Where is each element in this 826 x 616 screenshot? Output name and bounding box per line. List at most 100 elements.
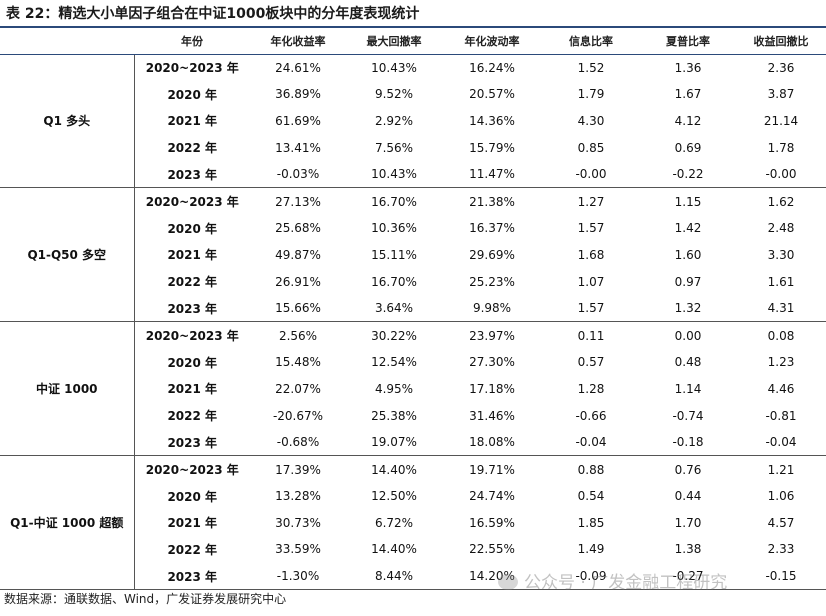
value-cell: 1.79 xyxy=(577,87,605,102)
header-cell: 年份 xyxy=(134,28,250,55)
value-cell: -0.74 xyxy=(672,408,704,423)
year-cell: 2023 年 xyxy=(134,294,250,323)
value-cell: 0.11 xyxy=(577,328,605,343)
table-row: 2021 年 22.07% 4.95% 17.18% 1.28 1.14 4.46 xyxy=(0,376,826,403)
value-cell: 61.69% xyxy=(275,113,321,128)
value-cell: 14.40% xyxy=(371,462,417,477)
value-cell: 11.47% xyxy=(442,160,542,189)
value-cell: 1.57 xyxy=(577,221,605,236)
value-cell: 1.68 xyxy=(577,247,605,262)
source-note: 数据来源：通联数据、Wind，广发证券发展研究中心 xyxy=(4,592,287,606)
value-cell: 1.52 xyxy=(577,60,605,75)
value-cell: 13.28% xyxy=(275,489,321,504)
value-cell: 4.30 xyxy=(577,113,605,128)
year-cell: 2021 年 xyxy=(167,516,218,531)
year-cell: 2023 年 xyxy=(134,562,250,591)
value-cell: 23.97% xyxy=(469,328,515,343)
value-cell: 7.56% xyxy=(374,140,414,155)
value-cell: 25.68% xyxy=(275,221,321,236)
year-cell: 2020~2023 年 xyxy=(145,195,239,210)
value-cell: 27.13% xyxy=(275,194,321,209)
value-cell: 1.85 xyxy=(577,515,605,530)
value-cell: -0.81 xyxy=(765,408,797,423)
value-cell: 16.24% xyxy=(469,60,515,75)
header-cell xyxy=(0,28,134,55)
year-cell: 2020~2023 年 xyxy=(145,463,239,478)
value-cell: 0.85 xyxy=(577,140,605,155)
value-cell: 0.54 xyxy=(577,489,605,504)
value-cell: -0.04 xyxy=(736,428,826,457)
value-cell: 15.79% xyxy=(469,140,515,155)
table-row: 2022 年 33.59% 14.40% 22.55% 1.49 1.38 2.33 xyxy=(0,536,826,563)
table-row: 2021 年 49.87% 15.11% 29.69% 1.68 1.60 3.30 xyxy=(0,242,826,269)
value-cell: 1.61 xyxy=(767,274,795,289)
value-cell: 4.46 xyxy=(767,381,795,396)
value-cell: 10.43% xyxy=(346,160,442,189)
value-cell: 12.50% xyxy=(371,489,417,504)
value-cell: 4.57 xyxy=(767,515,795,530)
value-cell: 12.54% xyxy=(371,355,417,370)
value-cell: 9.52% xyxy=(374,87,414,102)
value-cell: 15.11% xyxy=(371,247,417,262)
header-cell: 收益回撤比 xyxy=(736,28,826,55)
value-cell: 1.23 xyxy=(767,355,795,370)
value-cell: 0.97 xyxy=(674,274,702,289)
value-cell: 1.70 xyxy=(674,515,702,530)
year-cell: 2020~2023 年 xyxy=(145,61,239,76)
table-row: Q1-中证 1000 超额 2020~2023 年 17.39% 14.40% 19.7… xyxy=(0,455,826,591)
watermark: 公众号 · 广发金融工程研究 xyxy=(498,568,727,593)
value-cell: 1.15 xyxy=(674,194,702,209)
value-cell: 0.48 xyxy=(674,355,702,370)
value-cell: 30.22% xyxy=(371,328,417,343)
value-cell: -0.04 xyxy=(542,428,640,457)
year-cell: 2023 年 xyxy=(134,428,250,457)
value-cell: 21.38% xyxy=(469,194,515,209)
value-cell: -0.68% xyxy=(250,428,346,457)
value-cell: -0.27 xyxy=(640,562,736,591)
table-row: 2021 年 61.69% 2.92% 14.36% 4.30 4.12 21.14 xyxy=(0,108,826,135)
header-cell: 夏普比率 xyxy=(640,28,736,55)
year-cell: 2021 年 xyxy=(167,248,218,263)
value-cell: -0.03% xyxy=(250,160,346,189)
value-cell: -0.09 xyxy=(542,562,640,591)
value-cell: 33.59% xyxy=(275,542,321,557)
value-cell: 1.21 xyxy=(767,462,795,477)
value-cell: 6.72% xyxy=(374,515,414,530)
value-cell: 16.70% xyxy=(371,274,417,289)
value-cell: 1.07 xyxy=(577,274,605,289)
value-cell: 25.23% xyxy=(469,274,515,289)
value-cell: 1.62 xyxy=(767,194,795,209)
value-cell: 0.00 xyxy=(674,328,702,343)
year-cell: 2022 年 xyxy=(167,141,218,156)
table-row: 2022 年 26.91% 16.70% 25.23% 1.07 0.97 1.61 xyxy=(0,268,826,295)
table-row: 2023 年 -0.68% 19.07% 18.08% -0.04 -0.18 -0.04 xyxy=(0,428,826,457)
table-row: Q1 多头 2020~2023 年 24.61% 10.43% 16.24% 1.52 1.… xyxy=(0,54,826,189)
year-cell: 2022 年 xyxy=(167,542,218,557)
year-cell: 2023 年 xyxy=(134,160,250,189)
year-cell: 2021 年 xyxy=(167,382,218,397)
table-row: 中证 1000 2020~2023 年 2.56% 30.22% 23.97% 0.11 0… xyxy=(0,321,826,457)
table-row: 2023 年 15.66% 3.64% 9.98% 1.57 1.32 4.31 xyxy=(0,294,826,323)
header-cell: 年化波动率 xyxy=(442,28,542,55)
value-cell: 21.14 xyxy=(763,113,799,128)
value-cell: 1.06 xyxy=(767,489,795,504)
table-row: 2022 年 -20.67% 25.38% 31.46% -0.66 -0.74 -0.81 xyxy=(0,402,826,429)
value-cell: 2.56% xyxy=(278,328,318,343)
value-cell: 29.69% xyxy=(469,247,515,262)
table-row: 2022 年 13.41% 7.56% 15.79% 0.85 0.69 1.78 xyxy=(0,134,826,161)
group-label: Q1-中证 1000 超额 xyxy=(0,455,135,591)
value-cell: -0.00 xyxy=(736,160,826,189)
value-cell: 1.36 xyxy=(674,60,702,75)
value-cell: 2.33 xyxy=(767,542,795,557)
value-cell: -0.18 xyxy=(640,428,736,457)
value-cell: 1.78 xyxy=(767,140,795,155)
value-cell: 49.87% xyxy=(275,247,321,262)
value-cell: 3.30 xyxy=(767,247,795,262)
table-row: 2020 年 36.89% 9.52% 20.57% 1.79 1.67 3.87 xyxy=(0,81,826,108)
value-cell: 16.70% xyxy=(371,194,417,209)
value-cell: 20.57% xyxy=(469,87,515,102)
value-cell: 17.18% xyxy=(469,381,515,396)
table-title: 表 22：精选大小单因子组合在中证1000板块中的分年度表现统计 xyxy=(6,6,420,22)
value-cell: 25.38% xyxy=(371,408,417,423)
value-cell: 18.08% xyxy=(442,428,542,457)
